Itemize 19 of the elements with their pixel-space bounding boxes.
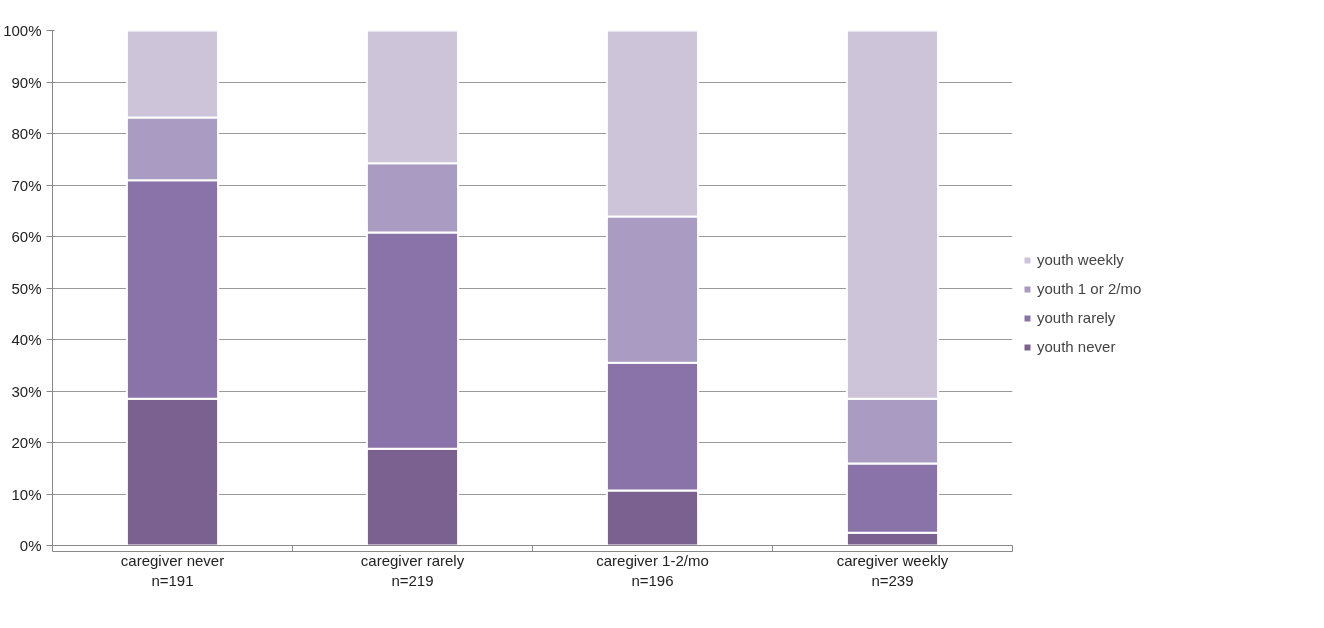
y-tick-label: 50% <box>11 279 42 297</box>
y-tick-label: 20% <box>11 434 42 451</box>
legend-label: youth never <box>1037 338 1116 355</box>
legend-label: youth 1 or 2/mo <box>1037 280 1142 297</box>
legend-label: youth rarely <box>1037 309 1116 326</box>
y-tick-label: 10% <box>11 485 42 503</box>
y-tick-label: 60% <box>11 228 42 245</box>
legend-label: youth weekly <box>1037 251 1124 268</box>
x-tick-label: caregiver rarely n=219 <box>360 551 465 589</box>
y-tick-label: 100% <box>3 22 42 39</box>
y-tick-label: 80% <box>11 125 42 142</box>
x-tick-label: caregiver never n=191 <box>120 551 225 589</box>
y-tick-label: 90% <box>11 73 42 91</box>
y-tick-label: 70% <box>11 176 42 194</box>
y-tick-label: 0% <box>19 537 42 554</box>
y-tick-label: 40% <box>11 331 42 348</box>
y-tick-label: 30% <box>11 382 42 400</box>
x-tick-label: caregiver weekly n=239 <box>836 551 949 589</box>
x-tick-label: caregiver 1-2/mo n=196 <box>596 551 709 589</box>
